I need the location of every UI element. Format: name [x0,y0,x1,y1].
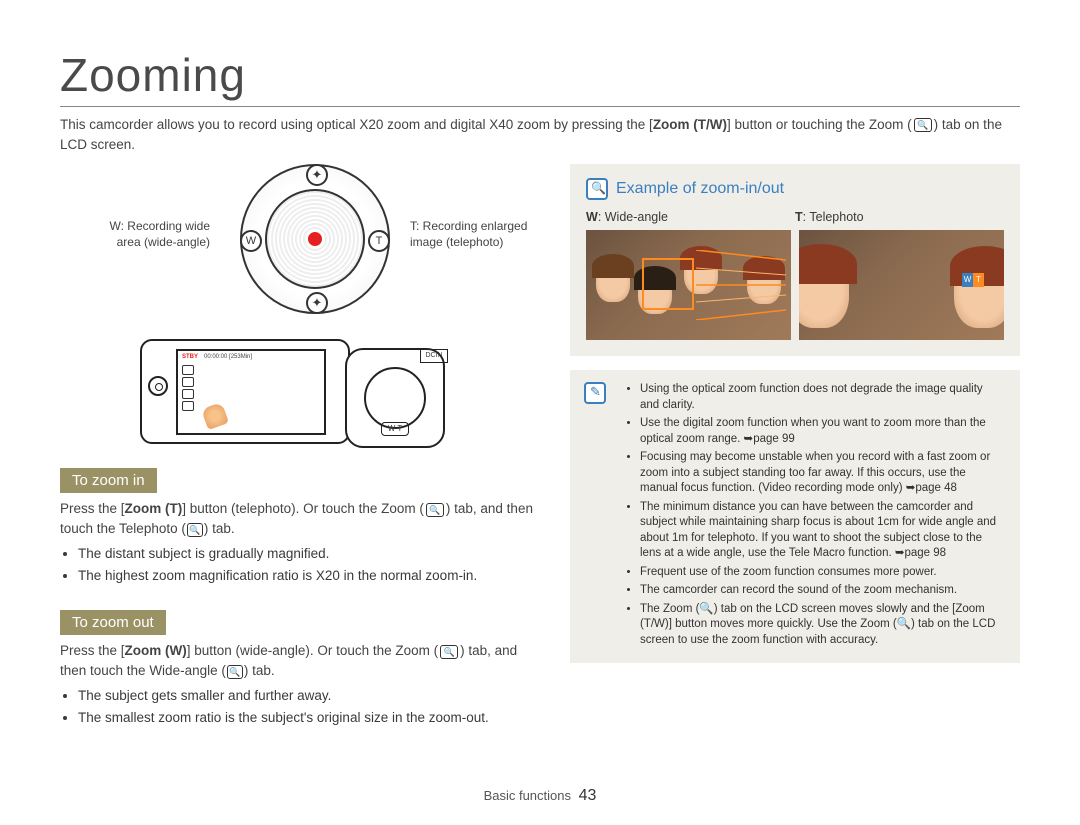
camcorder-body: STBY 00:00:00 [253Min] W T DCIN [140,304,460,444]
footer-section: Basic functions [484,788,571,803]
list-item: The camcorder can record the sound of th… [640,583,1004,599]
example-panel: Example of zoom-in/out W: Wide-angle T: … [570,164,1020,356]
lens-housing: W T [345,348,445,448]
indicator-w: W [962,273,973,287]
indicator-t: T [973,273,984,287]
zoom-icon [440,645,458,659]
example-images: WT [586,230,1004,340]
camcorder-diagram: W: Recording wide area (wide-angle) T: R… [60,164,540,454]
zoom-in-text: Press the [Zoom (T)] button (telephoto).… [60,499,540,540]
title-rule [60,106,1020,107]
intro-zoom-tw: Zoom (T/W) [653,117,727,132]
zoom-icon [914,118,932,132]
lens-wt-label: W T [381,422,409,436]
zoom-out-heading: To zoom out [60,610,166,635]
magnifier-icon [586,178,608,200]
zoom-out-text: Press the [Zoom (W)] button (wide-angle)… [60,641,540,682]
intro-paragraph: This camcorder allows you to record usin… [60,115,1020,154]
t-annotation: T: Recording enlarged image (telephoto) [410,219,530,250]
columns: W: Recording wide area (wide-angle) T: R… [60,164,1020,738]
example-tele-image: WT [799,230,1004,340]
telephoto-icon: 🔍 [187,523,203,537]
list-item: The minimum distance you can have betwee… [640,500,1004,562]
notes-panel: Using the optical zoom function does not… [570,370,1020,663]
control-dial: W T ✦ ✦ [240,164,390,314]
list-item: The distant subject is gradually magnifi… [78,544,540,564]
lens-ring [364,367,426,429]
zoom-frame-overlay [642,258,694,310]
zoom-indicator: WT [962,270,988,286]
example-wide-image [586,230,791,340]
page-title: Zooming [60,48,1020,102]
note-icon [584,382,606,404]
dcin-port: DCIN [420,349,448,363]
notes-list: Using the optical zoom function does not… [624,382,1004,651]
list-item: Use the digital zoom function when you w… [640,416,1004,447]
list-item: Frequent use of the zoom function consum… [640,565,1004,581]
dial-up-icon: ✦ [306,164,328,186]
touch-hand-icon [201,402,229,430]
intro-text-1: This camcorder allows you to record usin… [60,117,653,132]
osd-time: 00:00:00 [253Min] [204,354,252,360]
zoom-w-button[interactable]: W [240,230,262,252]
lcd-screen: STBY 00:00:00 [253Min] [176,349,326,435]
list-item: The subject gets smaller and further awa… [78,686,540,706]
zoom-icon [426,503,444,517]
page-footer: Basic functions 43 [0,787,1080,805]
right-column: Example of zoom-in/out W: Wide-angle T: … [570,164,1020,738]
zoom-out-bullets: The subject gets smaller and further awa… [60,686,540,729]
lcd-hinge [148,376,168,396]
page-number: 43 [579,787,597,804]
list-item: Focusing may become unstable when you re… [640,450,1004,497]
wide-angle-icon: 🔍 [227,665,243,679]
list-item: The Zoom (🔍) tab on the LCD screen moves… [640,602,1004,649]
osd-side-icons [182,365,194,411]
example-title: Example of zoom-in/out [616,180,784,197]
list-item: The highest zoom magnification ratio is … [78,566,540,586]
zoom-in-bullets: The distant subject is gradually magnifi… [60,544,540,587]
list-item: Using the optical zoom function does not… [640,382,1004,413]
list-item: The smallest zoom ratio is the subject's… [78,708,540,728]
left-column: W: Recording wide area (wide-angle) T: R… [60,164,540,738]
intro-text-2: ] button or touching the Zoom ( [727,117,912,132]
zoom-t-button[interactable]: T [368,230,390,252]
record-button-icon [306,230,324,248]
zoom-in-heading: To zoom in [60,468,157,493]
example-labels: W: Wide-angle T: Telephoto [586,210,1004,224]
w-annotation: W: Recording wide area (wide-angle) [90,219,210,250]
osd-stby: STBY [182,354,198,360]
